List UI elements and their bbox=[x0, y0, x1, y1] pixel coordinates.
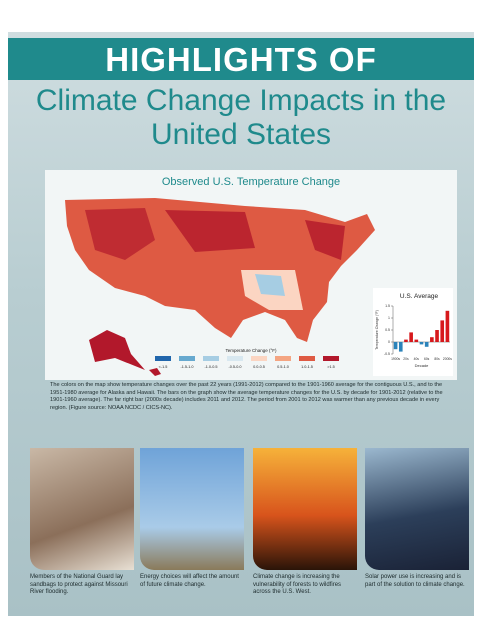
poster: HIGHLIGHTS OF Climate Change Impacts in … bbox=[8, 32, 474, 616]
bar bbox=[446, 311, 450, 342]
bar bbox=[415, 340, 419, 342]
legend-label: <-1.5 bbox=[159, 365, 168, 369]
page: {"header": {"highlight": "HIGHLIGHTS OF"… bbox=[0, 0, 481, 628]
photo-caption: Climate change is increasing the vulnera… bbox=[253, 574, 357, 597]
bar bbox=[394, 342, 398, 349]
x-tick-label: 20s bbox=[403, 357, 409, 361]
legend-label: >1.5 bbox=[327, 365, 335, 369]
bar bbox=[435, 330, 439, 342]
figure-caption: The colors on the map show temperature c… bbox=[50, 382, 452, 412]
legend-label: -1.0-0.5 bbox=[204, 365, 217, 369]
photo-wildfire bbox=[253, 448, 357, 570]
x-tick-label: 2000s bbox=[443, 357, 452, 361]
legend-swatch bbox=[155, 356, 171, 361]
x-tick-label: 40s bbox=[414, 357, 420, 361]
legend-swatch bbox=[299, 356, 315, 361]
legend-swatch bbox=[203, 356, 219, 361]
photo-solar bbox=[365, 448, 469, 570]
x-tick-label: 1900s bbox=[391, 357, 400, 361]
figure-panel: Observed U.S. Temperature Change Tempera… bbox=[45, 170, 457, 380]
bar bbox=[404, 340, 408, 342]
x-axis-label: Decade bbox=[415, 363, 430, 368]
photo-caption: Energy choices will affect the amount of… bbox=[140, 574, 244, 589]
bar bbox=[399, 342, 403, 352]
photo-caption: Solar power use is increasing and is par… bbox=[365, 574, 469, 589]
y-tick-label: 0 bbox=[388, 340, 390, 344]
alaska bbox=[89, 330, 145, 370]
legend-swatch bbox=[251, 356, 267, 361]
photo-sandbags bbox=[30, 448, 134, 570]
legend-swatch bbox=[275, 356, 291, 361]
legend-swatch bbox=[179, 356, 195, 361]
hawaii bbox=[149, 368, 161, 376]
legend-swatch bbox=[323, 356, 339, 361]
y-tick-label: 0.5 bbox=[385, 328, 390, 332]
bar bbox=[440, 320, 444, 342]
y-tick-label: 1.5 bbox=[385, 304, 390, 308]
photo-energy bbox=[140, 448, 244, 570]
legend-label: 0.5-1.0 bbox=[277, 365, 289, 369]
legend: Temperature Change (°F) <-1.5 -1.5-1.0 -1.0… bbox=[155, 348, 339, 369]
highlight-heading: HIGHLIGHTS OF bbox=[8, 41, 474, 79]
x-tick-label: 80s bbox=[434, 357, 440, 361]
legend-title: Temperature Change (°F) bbox=[225, 348, 277, 353]
chart-title: U.S. Average bbox=[400, 293, 439, 300]
y-axis-label: Temperature Change (°F) bbox=[375, 310, 379, 350]
legend-label: 0.0-0.5 bbox=[253, 365, 265, 369]
legend-label: 1.0-1.5 bbox=[301, 365, 313, 369]
x-tick-label: 60s bbox=[424, 357, 430, 361]
bar bbox=[420, 342, 424, 344]
bar bbox=[409, 332, 413, 342]
y-tick-label: 1 bbox=[388, 316, 390, 320]
y-tick-label: -0.5 bbox=[384, 352, 390, 356]
legend-swatch bbox=[227, 356, 243, 361]
title: Climate Change Impacts in the United Sta… bbox=[8, 84, 474, 152]
legend-label: -1.5-1.0 bbox=[180, 365, 193, 369]
photo-caption: Members of the National Guard lay sandba… bbox=[30, 574, 134, 597]
legend-label: -0.5-0.0 bbox=[228, 365, 241, 369]
bar bbox=[425, 342, 429, 347]
bar bbox=[430, 337, 434, 342]
